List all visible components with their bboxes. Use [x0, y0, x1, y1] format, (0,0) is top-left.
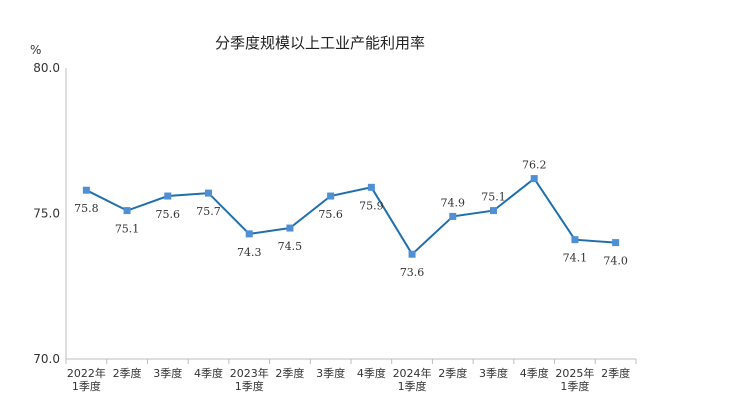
y-tick-labels: 70.0 75.0 80.0 — [33, 61, 60, 366]
data-point — [449, 212, 457, 220]
data-label: 73.6 — [400, 266, 425, 279]
data-label: 75.9 — [359, 199, 384, 212]
data-point — [327, 192, 335, 200]
y-tick-label: 80.0 — [33, 61, 60, 75]
data-point — [82, 186, 90, 194]
data-label: 75.6 — [318, 208, 343, 221]
x-tick-label: 4季度 — [357, 366, 386, 380]
data-label: 75.6 — [156, 208, 181, 221]
y-axis-unit: % — [30, 43, 41, 57]
y-tick-label: 75.0 — [33, 207, 60, 221]
data-label: 75.1 — [115, 223, 140, 236]
x-tick-label: 2025年 1季度 — [555, 366, 594, 393]
data-point — [123, 207, 131, 215]
data-label: 74.5 — [278, 240, 303, 253]
x-tick-label: 3季度 — [153, 366, 182, 380]
x-tick-label: 4季度 — [194, 366, 223, 380]
data-point — [571, 236, 579, 244]
x-tick-label: 2季度 — [438, 366, 467, 380]
x-tick-label: 2022年 1季度 — [67, 366, 106, 393]
x-tick-label: 2季度 — [113, 366, 142, 380]
x-tick-labels: 2022年 1季度 2季度 3季度 4季度 2023年 1季度 2季度 3季度 4季度 2024年 1… — [65, 359, 637, 393]
data-labels: 75.8 75.1 75.6 75.7 74.3 74.5 75.6 75.9 73.6 74.9… — [74, 159, 628, 280]
data-point — [490, 207, 497, 215]
data-markers — [82, 175, 620, 258]
data-label: 75.1 — [481, 191, 506, 204]
data-label: 75.8 — [74, 202, 99, 215]
data-label: 76.2 — [522, 159, 547, 172]
data-point — [530, 175, 538, 183]
x-tick-label: 2季度 — [275, 366, 304, 380]
series-line — [85, 177, 616, 256]
data-point — [164, 192, 172, 200]
data-label: 74.0 — [603, 255, 628, 268]
x-tick-label: 2024年 1季度 — [393, 366, 432, 393]
x-tick-label: 3季度 — [479, 366, 508, 380]
x-tick-label: 4季度 — [520, 366, 549, 380]
data-label: 74.3 — [237, 246, 262, 259]
x-tick-label: 2季度 — [601, 366, 630, 380]
data-label: 74.1 — [563, 252, 588, 265]
data-point — [286, 224, 294, 232]
x-tick-label: 3季度 — [316, 366, 345, 380]
data-point — [205, 189, 212, 197]
data-point — [245, 230, 253, 238]
chart-title: 分季度规模以上工业产能利用率 — [215, 34, 425, 52]
data-point — [408, 250, 416, 258]
x-tick-label: 2023年 1季度 — [230, 366, 269, 393]
data-label: 74.9 — [441, 196, 466, 209]
y-tick-label: 70.0 — [33, 352, 60, 366]
data-label: 75.7 — [196, 205, 221, 218]
data-point — [612, 239, 620, 247]
data-point — [367, 183, 375, 191]
